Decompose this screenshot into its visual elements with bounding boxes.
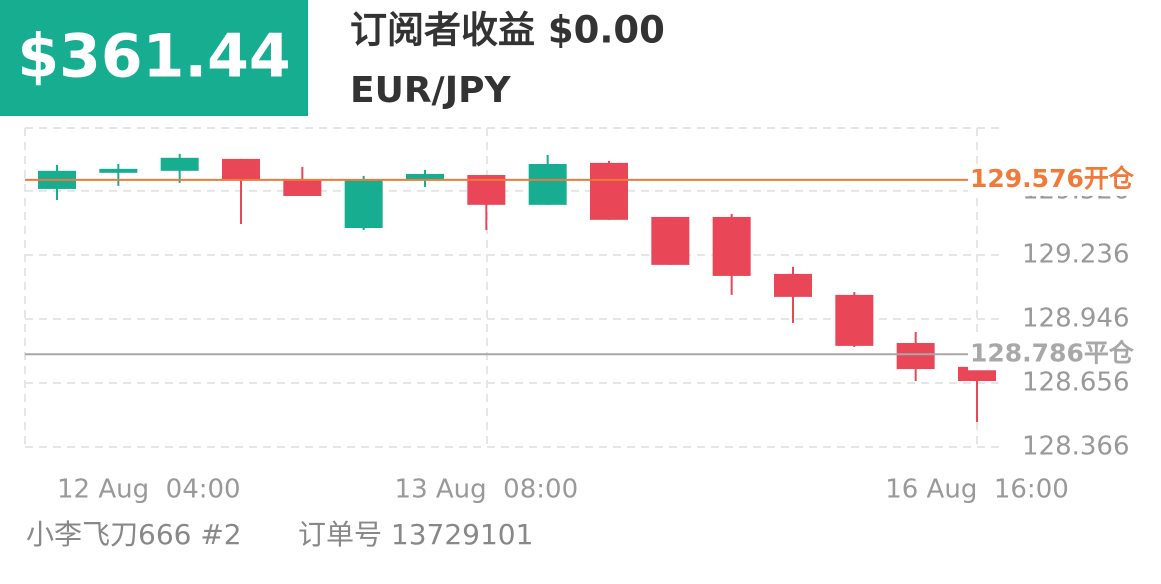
candle-body	[835, 294, 874, 346]
symbol: EUR/JPY	[350, 70, 511, 111]
candle-body	[712, 216, 751, 276]
order-number: 订单号 13729101	[298, 518, 533, 551]
candle-body	[160, 157, 199, 171]
price-label-bg	[968, 338, 1158, 371]
candle-body	[774, 273, 812, 297]
candle-body	[283, 178, 322, 196]
candle-body	[99, 168, 138, 173]
candle-body	[528, 163, 567, 205]
candle-body	[590, 162, 628, 220]
price-label: 128.786平仓	[970, 338, 1135, 367]
y-tick-label: 129.236	[1022, 239, 1130, 269]
price-label: 129.576开仓	[970, 164, 1135, 193]
candle-body	[651, 216, 690, 265]
account: 小李飞刀666 #2	[26, 518, 242, 551]
profit: $361.44	[17, 22, 290, 92]
header-title: 订阅者收益 $0.00	[350, 9, 665, 52]
candle-body	[222, 158, 260, 180]
profit-box	[0, 0, 308, 116]
x-tick-label: 12 Aug 04:00	[57, 475, 241, 505]
x-tick-label: 16 Aug 16:00	[885, 475, 1069, 505]
candle-body	[344, 179, 383, 229]
candle-body	[406, 173, 444, 180]
y-tick-label: 128.656	[1022, 367, 1130, 397]
candle-body	[958, 366, 996, 381]
candle-body	[896, 343, 935, 370]
y-tick-label: 128.366	[1022, 432, 1130, 462]
x-tick-label: 13 Aug 08:00	[395, 475, 579, 505]
y-tick-label: 128.946	[1022, 303, 1130, 333]
price-label-bg	[968, 163, 1158, 196]
